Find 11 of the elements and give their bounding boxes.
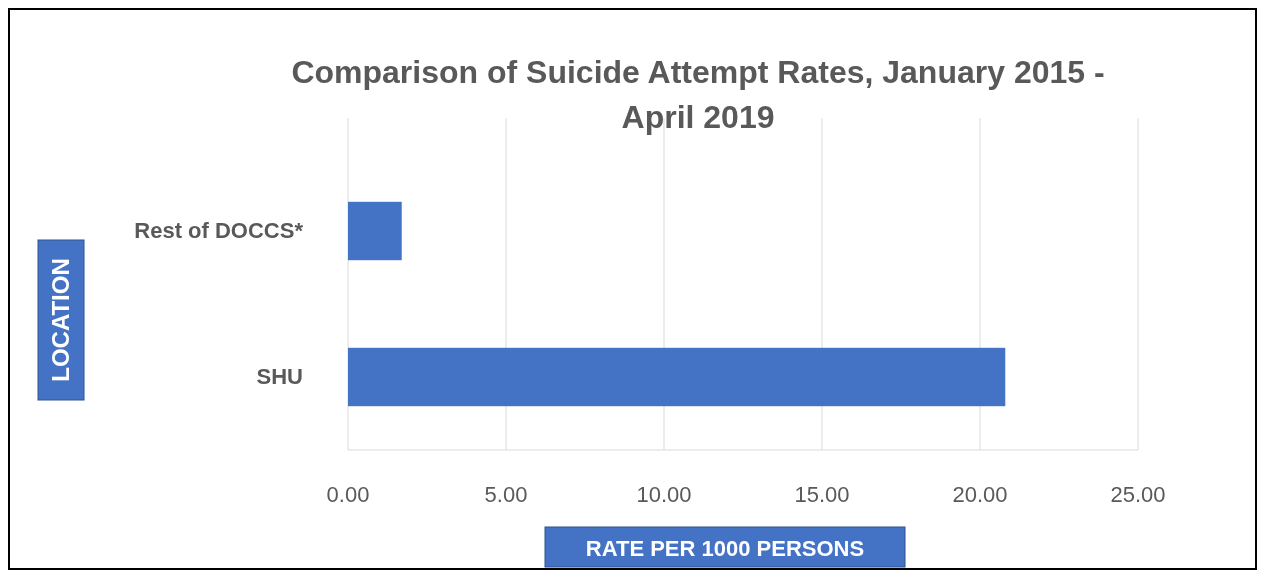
x-tick-label: 20.00 (952, 482, 1008, 507)
y-tick-label: Rest of DOCCS* (134, 218, 304, 243)
chart-title: Comparison of Suicide Attempt Rates, January 2015 - April 2019 (291, 54, 1105, 135)
y-tick-label: SHU (256, 364, 303, 389)
y-axis-title: LOCATION (47, 258, 74, 382)
x-axis-title: RATE PER 1000 PERSONS (585, 536, 865, 561)
x-tick-label: 5.00 (484, 482, 528, 507)
x-tick-label: 0.00 (326, 482, 370, 507)
x-tick-label: 25.00 (1110, 482, 1166, 507)
x-tick-label: 15.00 (794, 482, 850, 507)
x-tick-label: 10.00 (636, 482, 692, 507)
